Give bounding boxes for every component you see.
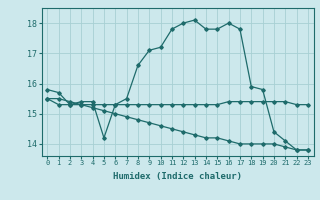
X-axis label: Humidex (Indice chaleur): Humidex (Indice chaleur) — [113, 172, 242, 181]
